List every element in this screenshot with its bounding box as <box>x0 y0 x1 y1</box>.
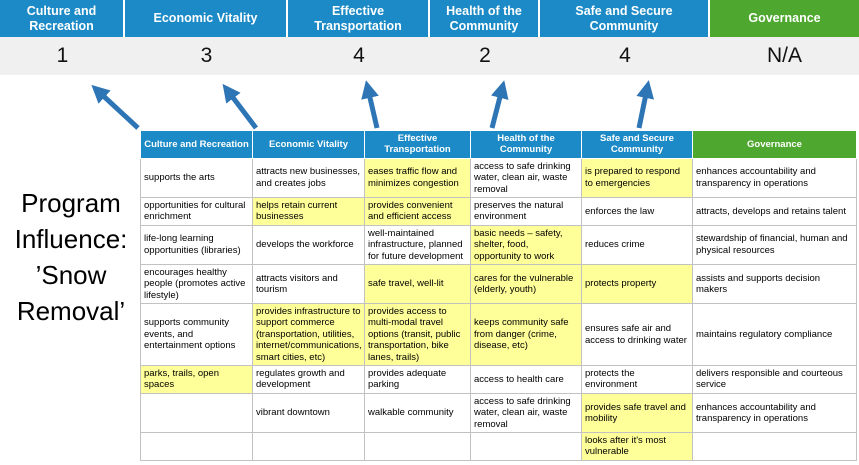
matrix-cell: vibrant downtown <box>252 392 365 433</box>
matrix-cell: reduces crime <box>581 224 693 265</box>
matrix-cell: protects the environment <box>581 365 693 394</box>
matrix-cell: walkable community <box>364 392 471 433</box>
matrix-cell <box>252 431 365 461</box>
matrix-cell: well-maintained infrastructure, planned … <box>364 224 471 265</box>
matrix-cell: enhances accountability and transparency… <box>692 157 857 198</box>
matrix-header: Safe and Secure Community <box>581 130 693 159</box>
influence-table: Culture and Recreation Economic Vitality E… <box>140 130 857 461</box>
matrix-header: Health of the Community <box>470 130 582 159</box>
matrix-cell: maintains regulatory compliance <box>692 303 857 367</box>
matrix-cell: supports the arts <box>140 157 253 198</box>
matrix-cell <box>470 431 582 461</box>
matrix-cell: enforces the law <box>581 196 693 226</box>
matrix-header: Effective Transportation <box>364 130 471 159</box>
pillar-header-economic: Economic Vitality <box>125 0 288 37</box>
matrix-cell: provides infrastructure to support comme… <box>252 303 365 367</box>
matrix-cell: preserves the natural environment <box>470 196 582 226</box>
pillar-header-governance: Governance <box>710 0 859 37</box>
table-row: looks after it's most vulnerable <box>140 431 857 461</box>
matrix-cell: encourages healthy people (promotes acti… <box>140 263 253 305</box>
matrix-cell: parks, trails, open spaces <box>140 365 253 394</box>
table-row: encourages healthy people (promotes acti… <box>140 263 857 305</box>
score-governance: N/A <box>766 44 802 67</box>
matrix-cell: eases traffic flow and minimizes congest… <box>364 157 471 198</box>
up-arrow-icon <box>91 84 140 130</box>
pillar-header-safety: Safe and Secure Community <box>540 0 710 37</box>
matrix-head: Culture and Recreation Economic Vitality E… <box>140 130 857 159</box>
matrix-header: Culture and Recreation <box>140 130 253 159</box>
matrix-cell: access to safe drinking water, clean air… <box>470 157 582 198</box>
pillar-header-health: Health of the Community <box>430 0 540 37</box>
matrix-cell: attracts visitors and tourism <box>252 263 365 305</box>
table-row: supports community events, and entertain… <box>140 303 857 367</box>
matrix-cell: enhances accountability and transparency… <box>692 392 857 433</box>
up-arrow-icon <box>361 80 380 129</box>
up-arrow-icon <box>222 83 258 130</box>
table-row: opportunities for cultural enrichment hel… <box>140 196 857 226</box>
matrix-cell: cares for the vulnerable (elderly, youth… <box>470 263 582 305</box>
matrix-cell: protects property <box>581 263 693 305</box>
matrix-cell: ensures safe air and access to drinking … <box>581 303 693 367</box>
score-economic: 3 <box>200 44 213 67</box>
table-row: supports the arts attracts new businesses… <box>140 157 857 198</box>
pillar-header-culture: Culture and Recreation <box>0 0 125 37</box>
matrix-cell: provides convenient and efficient access <box>364 196 471 226</box>
matrix-cell: helps retain current businesses <box>252 196 365 226</box>
matrix-cell: attracts new businesses, and creates job… <box>252 157 365 198</box>
matrix-cell: stewardship of financial, human and phys… <box>692 224 857 265</box>
score-culture: 1 <box>56 44 69 67</box>
matrix-cell: attracts, develops and retains talent <box>692 196 857 226</box>
matrix-cell <box>364 431 471 461</box>
table-row: life-long learning opportunities (librar… <box>140 224 857 265</box>
matrix-cell: basic needs – safety, shelter, food, opp… <box>470 224 582 265</box>
matrix-cell: develops the workforce <box>252 224 365 265</box>
matrix-cell: provides access to multi-modal travel op… <box>364 303 471 367</box>
matrix-cell <box>140 392 253 433</box>
matrix-cell: provides adequate parking <box>364 365 471 394</box>
score-health: 2 <box>479 44 491 67</box>
matrix-cell: supports community events, and entertain… <box>140 303 253 367</box>
matrix-cell: opportunities for cultural enrichment <box>140 196 253 226</box>
matrix-cell: assists and supports decision makers <box>692 263 857 305</box>
matrix-cell: provides safe travel and mobility <box>581 392 693 433</box>
matrix-cell: regulates growth and development <box>252 365 365 394</box>
matrix-cell: delivers responsible and courteous servi… <box>692 365 857 394</box>
table-row: vibrant downtown walkable community access… <box>140 392 857 433</box>
matrix-cell: life-long learning opportunities (librar… <box>140 224 253 265</box>
score-transportation: 4 <box>353 44 365 67</box>
matrix-cell: is prepared to respond to emergencies <box>581 157 693 198</box>
matrix-cell: access to safe drinking water, clean air… <box>470 392 582 433</box>
matrix-header: Economic Vitality <box>252 130 365 159</box>
matrix-cell: safe travel, well-lit <box>364 263 471 305</box>
pillar-header-transportation: Effective Transportation <box>288 0 430 37</box>
program-title: Program Influence: ’Snow Removal’ <box>14 188 128 326</box>
score-band: 1 3 4 2 4 N/A <box>0 37 859 75</box>
matrix-header: Governance <box>692 130 857 159</box>
up-arrow-icon <box>636 80 655 129</box>
up-arrow-icon <box>489 80 509 129</box>
table-row: parks, trails, open spaces regulates grow… <box>140 365 857 394</box>
matrix-cell: access to health care <box>470 365 582 394</box>
matrix-cell: keeps community safe from danger (crime,… <box>470 303 582 367</box>
arrows-layer <box>91 80 655 130</box>
pillar-header-band: Culture and Recreation Economic Vitality… <box>0 0 859 37</box>
matrix-body: supports the arts attracts new businesses… <box>140 157 857 461</box>
matrix-cell <box>140 431 253 461</box>
score-safety: 4 <box>619 44 631 67</box>
matrix-cell <box>692 431 857 461</box>
matrix-cell: looks after it's most vulnerable <box>581 431 693 461</box>
